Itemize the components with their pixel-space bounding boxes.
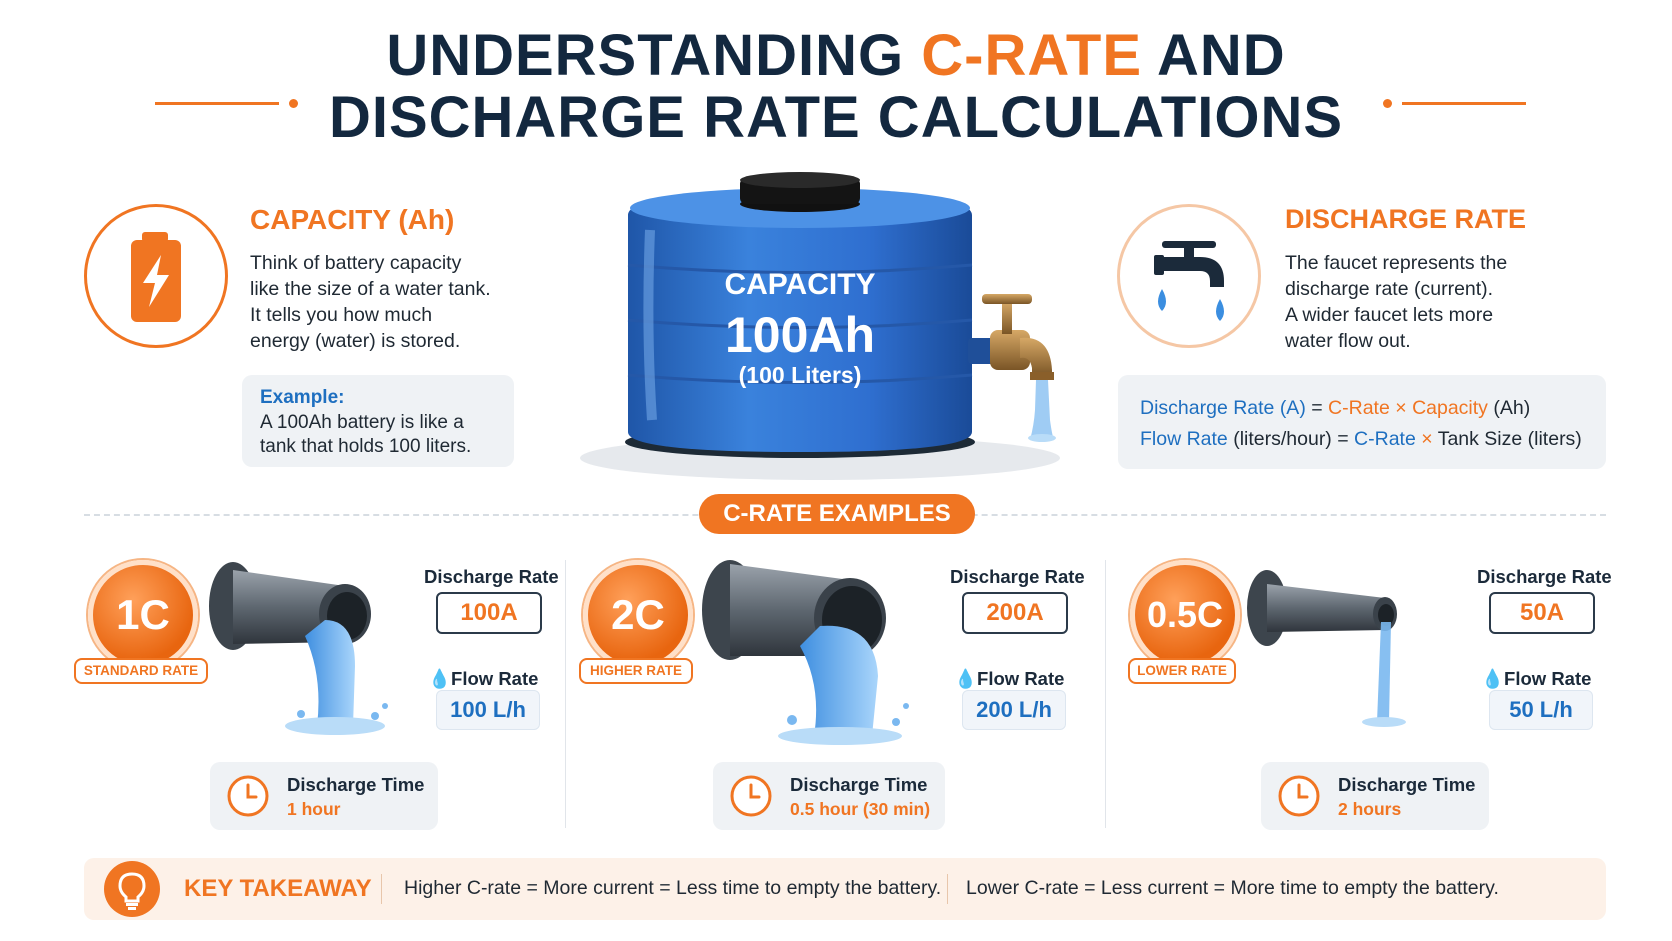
battery-icon: [131, 232, 181, 322]
example-label: Example:: [260, 387, 345, 408]
flow-rate-label: 💧Flow Rate: [428, 668, 539, 689]
discharge-time-value: 1 hour: [287, 799, 341, 819]
discharge-time-value: 2 hours: [1338, 799, 1402, 819]
pipe-icon: [209, 562, 388, 735]
discharge-rate-label: Discharge Rate: [424, 566, 559, 587]
flow-rate-value: 100 L/h: [436, 690, 540, 730]
pipe-icon: [702, 560, 909, 745]
page-title-line2: DISCHARGE RATE CALCULATIONS: [328, 85, 1344, 150]
discharge-rate-value: 100A: [436, 592, 542, 634]
discharge-time-label: Discharge Time: [287, 774, 425, 795]
column-separator: [565, 560, 566, 828]
pipe-icon: [1247, 570, 1406, 727]
flow-rate-label: 💧Flow Rate: [1481, 668, 1592, 689]
capacity-example-card: Example: A 100Ah battery is like a tank …: [242, 375, 514, 467]
droplet-icon: 💧: [428, 668, 452, 689]
key-takeaway-bar: KEY TAKEAWAY Higher C-rate = More curren…: [84, 858, 1606, 920]
column-separator: [1105, 560, 1106, 828]
c-rate-badge-0-5c: 0.5C: [1130, 560, 1240, 670]
flow-rate-value: 200 L/h: [962, 690, 1066, 730]
formula-flow-rate: Flow Rate (liters/hour) = C-Rate × Tank …: [1140, 428, 1582, 450]
discharge-time-label: Discharge Time: [1338, 774, 1476, 795]
page-title-line1: UNDERSTANDING C-RATE AND: [386, 23, 1286, 88]
takeaway-higher-rate: Higher C-rate = More current = Less time…: [404, 877, 942, 899]
water-tank-illustration: [580, 172, 1060, 480]
clock-icon: [227, 775, 269, 817]
rate-tag-higher: HIGHER RATE: [579, 658, 693, 684]
flow-rate-value: 50 L/h: [1489, 690, 1593, 730]
rate-tag-lower: LOWER RATE: [1128, 658, 1236, 684]
title-deco-line-right: [1402, 102, 1526, 105]
clock-icon: [730, 775, 772, 817]
rate-tag-standard: STANDARD RATE: [74, 658, 208, 684]
takeaway-separator: [381, 874, 382, 904]
discharge-description: The faucet represents the discharge rate…: [1285, 252, 1508, 352]
capacity-description: Think of battery capacity like the size …: [250, 252, 491, 352]
tank-capacity-value: 100Ah: [724, 307, 876, 363]
droplet-icon: 💧: [954, 668, 978, 689]
title-deco-line-left: [155, 102, 279, 105]
examples-heading: C-RATE EXAMPLES: [699, 494, 975, 534]
discharge-rate-label: Discharge Rate: [950, 566, 1085, 587]
discharge-icon-ring: [1117, 204, 1261, 348]
title-deco-dot-right: [1383, 99, 1392, 108]
key-takeaway-title: KEY TAKEAWAY: [184, 875, 372, 902]
discharge-rate-value: 50A: [1489, 592, 1595, 634]
discharge-time-card: Discharge Time 0.5 hour (30 min): [713, 762, 945, 830]
droplet-icon: 💧: [1481, 668, 1505, 689]
capacity-icon-ring: [84, 204, 228, 348]
discharge-rate-value: 200A: [962, 592, 1068, 634]
discharge-time-label: Discharge Time: [790, 774, 928, 795]
discharge-rate-label: Discharge Rate: [1477, 566, 1612, 587]
discharge-formula-card: Discharge Rate (A) = C-Rate × Capacity (…: [1118, 375, 1606, 469]
takeaway-separator: [947, 874, 948, 904]
discharge-title: DISCHARGE RATE: [1285, 204, 1527, 234]
example-text: A 100Ah battery is like a tank that hold…: [260, 412, 472, 457]
discharge-time-value: 0.5 hour (30 min): [790, 799, 931, 819]
discharge-time-card: Discharge Time 1 hour: [210, 762, 438, 830]
c-rate-badge-1c: 1C: [88, 560, 198, 670]
tank-capacity-liters: (100 Liters): [738, 362, 862, 388]
capacity-title: CAPACITY (Ah): [250, 204, 455, 235]
lightbulb-icon: [104, 861, 160, 917]
flow-rate-label: 💧Flow Rate: [954, 668, 1065, 689]
tank-capacity-label: CAPACITY: [724, 268, 876, 301]
title-deco-dot-left: [289, 99, 298, 108]
discharge-time-card: Discharge Time 2 hours: [1261, 762, 1489, 830]
faucet-icon: [1154, 241, 1224, 321]
clock-icon: [1278, 775, 1320, 817]
c-rate-badge-2c: 2C: [583, 560, 693, 670]
title-accent: C-RATE: [921, 23, 1143, 88]
takeaway-lower-rate: Lower C-rate = Less current = More time …: [966, 877, 1499, 899]
formula-discharge-rate: Discharge Rate (A) = C-Rate × Capacity (…: [1140, 397, 1531, 419]
